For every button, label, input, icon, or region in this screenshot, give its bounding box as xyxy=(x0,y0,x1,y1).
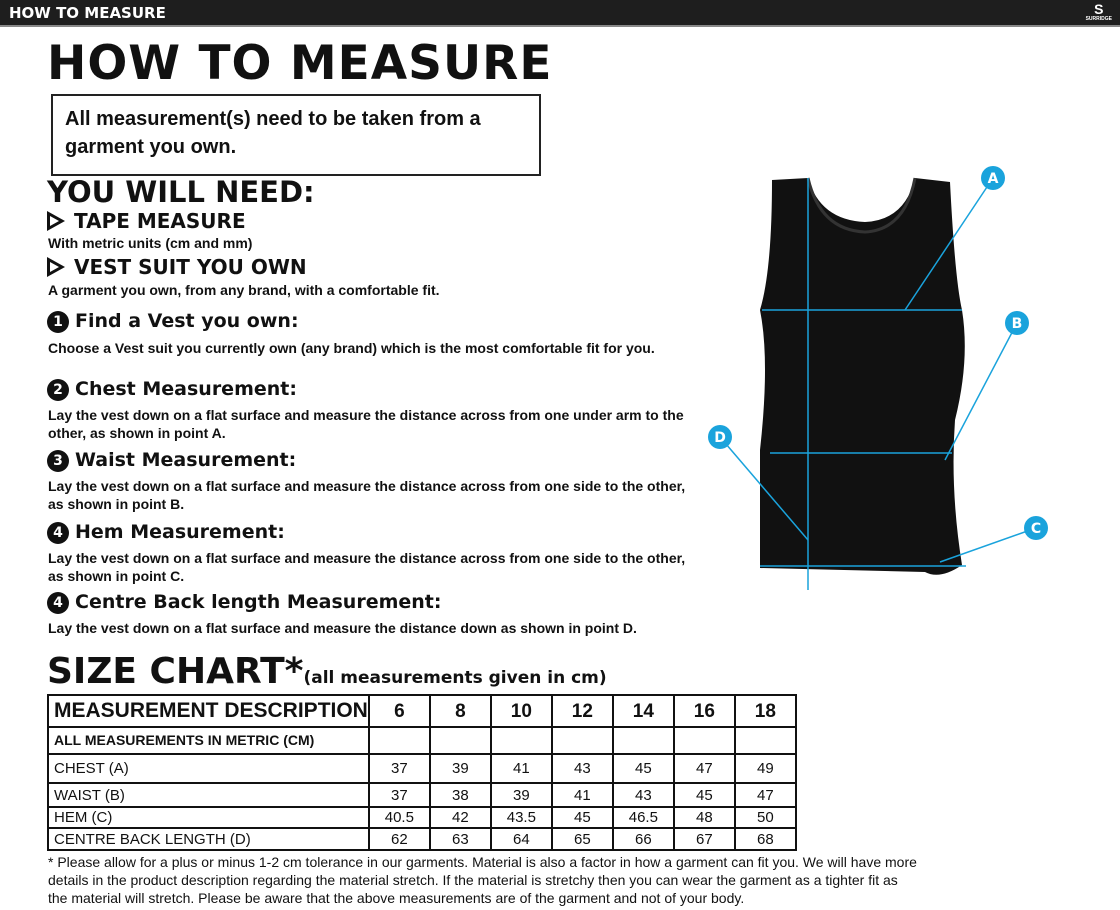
value-cell: 39 xyxy=(489,782,553,808)
value-cell: 37 xyxy=(367,753,431,784)
value-cell: 47 xyxy=(672,753,736,784)
page-title: HOW TO MEASURE xyxy=(47,36,553,91)
size-header: 6 xyxy=(367,694,431,728)
step-heading: 3 Waist Measurement: xyxy=(47,448,296,472)
table-row: HEM (C) 40.5 42 43.5 45 46.5 48 50 xyxy=(47,806,797,829)
step-number-icon: 4 xyxy=(47,592,69,614)
point-c-marker xyxy=(1024,516,1048,540)
size-header: 10 xyxy=(489,694,553,728)
step-heading: 4 Centre Back length Measurement: xyxy=(47,590,441,614)
step-text: Choose a Vest suit you currently own (an… xyxy=(48,340,655,356)
step-heading: 1 Find a Vest you own: xyxy=(47,309,299,333)
point-a-label: A xyxy=(988,171,999,187)
value-cell: 41 xyxy=(550,782,614,808)
surridge-logo: S SURRIDGE xyxy=(1085,1,1112,22)
step-title: Hem Measurement: xyxy=(75,521,285,543)
step-number-icon: 4 xyxy=(47,522,69,544)
play-arrow-icon xyxy=(47,257,65,277)
step-heading: 2 Chest Measurement: xyxy=(47,377,297,401)
step-title: Centre Back length Measurement: xyxy=(75,591,442,613)
measure-lines xyxy=(719,177,1037,590)
step-number-icon: 3 xyxy=(47,450,69,472)
size-header: 18 xyxy=(733,694,797,728)
value-cell: 63 xyxy=(428,827,492,851)
step-number-icon: 2 xyxy=(47,379,69,401)
top-bar: HOW TO MEASURE S SURRIDGE xyxy=(0,0,1120,27)
header-cell: MEASUREMENT DESCRIPTION xyxy=(47,694,370,728)
step-title: Find a Vest you own: xyxy=(75,310,299,332)
need-vest: VEST SUIT YOU OWN xyxy=(47,256,307,278)
size-chart-heading: SIZE CHART*(all measurements given in cm… xyxy=(47,652,607,698)
need-desc: With metric units (cm and mm) xyxy=(48,235,253,251)
value-cell: 48 xyxy=(672,806,736,829)
row-label: HEM (C) xyxy=(47,806,370,829)
step-text: Lay the vest down on a flat surface and … xyxy=(48,407,684,441)
play-arrow-icon xyxy=(47,211,65,231)
size-chart-title: SIZE CHART* xyxy=(47,651,304,692)
value-cell: 45 xyxy=(550,806,614,829)
value-cell: 43 xyxy=(611,782,675,808)
footnote: * Please allow for a plus or minus 1-2 c… xyxy=(48,854,917,906)
table-row: CHEST (A) 37 39 41 43 45 47 49 xyxy=(47,753,797,784)
value-cell: 67 xyxy=(672,827,736,851)
value-cell: 37 xyxy=(367,782,431,808)
value-cell: 41 xyxy=(489,753,553,784)
need-label: VEST SUIT YOU OWN xyxy=(74,255,307,279)
value-cell: 46.5 xyxy=(611,806,675,829)
row-label: CENTRE BACK LENGTH (D) xyxy=(47,827,370,851)
table-row: ALL MEASUREMENTS IN METRIC (CM) xyxy=(47,726,797,755)
value-cell: 65 xyxy=(550,827,614,851)
point-c-label: C xyxy=(1031,521,1041,537)
top-bar-title: HOW TO MEASURE xyxy=(9,4,166,22)
value-cell: 66 xyxy=(611,827,675,851)
table-header-row: MEASUREMENT DESCRIPTION 6 8 10 12 14 16 18 xyxy=(47,694,797,728)
point-a-marker xyxy=(981,166,1005,190)
point-d-marker xyxy=(708,425,732,449)
need-desc: A garment you own, from any brand, with … xyxy=(48,282,440,298)
value-cell: 64 xyxy=(489,827,553,851)
step-text: Lay the vest down on a flat surface and … xyxy=(48,478,686,512)
step-number-icon: 1 xyxy=(47,311,69,333)
value-cell: 47 xyxy=(733,782,797,808)
value-cell: 39 xyxy=(428,753,492,784)
step-heading: 4 Hem Measurement: xyxy=(47,520,285,544)
value-cell: 43 xyxy=(550,753,614,784)
value-cell: 45 xyxy=(672,782,736,808)
step-title: Chest Measurement: xyxy=(75,378,297,400)
value-cell: 49 xyxy=(733,753,797,784)
subheader-cell: ALL MEASUREMENTS IN METRIC (CM) xyxy=(47,726,370,755)
step-title: Waist Measurement: xyxy=(75,449,297,471)
table-row: WAIST (B) 37 38 39 41 43 45 47 xyxy=(47,782,797,808)
notice-box: All measurement(s) need to be taken from… xyxy=(51,94,541,176)
value-cell: 68 xyxy=(733,827,797,851)
value-cell: 45 xyxy=(611,753,675,784)
point-d-label: D xyxy=(714,430,726,446)
row-label: WAIST (B) xyxy=(47,782,370,808)
row-label: CHEST (A) xyxy=(47,753,370,784)
step-text: Lay the vest down on a flat surface and … xyxy=(48,550,686,584)
value-cell: 42 xyxy=(428,806,492,829)
value-cell: 40.5 xyxy=(367,806,431,829)
vest-shape xyxy=(760,178,965,575)
size-header: 14 xyxy=(611,694,675,728)
value-cell: 38 xyxy=(428,782,492,808)
vest-diagram: A B C D xyxy=(708,166,1048,590)
size-header: 8 xyxy=(428,694,492,728)
point-b-label: B xyxy=(1012,316,1023,332)
step-text: Lay the vest down on a flat surface and … xyxy=(48,620,637,636)
need-label: TAPE MEASURE xyxy=(74,209,246,233)
need-tape-measure: TAPE MEASURE xyxy=(47,210,246,232)
table-row: CENTRE BACK LENGTH (D) 62 63 64 65 66 67 68 xyxy=(47,827,797,851)
value-cell: 62 xyxy=(367,827,431,851)
size-header: 12 xyxy=(550,694,614,728)
size-chart-note: (all measurements given in cm) xyxy=(303,668,607,688)
value-cell: 43.5 xyxy=(489,806,553,829)
point-b-marker xyxy=(1005,311,1029,335)
size-chart-table: MEASUREMENT DESCRIPTION 6 8 10 12 14 16 18 ALL… xyxy=(47,694,797,851)
you-will-need-heading: YOU WILL NEED: xyxy=(47,175,315,209)
size-header: 16 xyxy=(672,694,736,728)
value-cell: 50 xyxy=(733,806,797,829)
